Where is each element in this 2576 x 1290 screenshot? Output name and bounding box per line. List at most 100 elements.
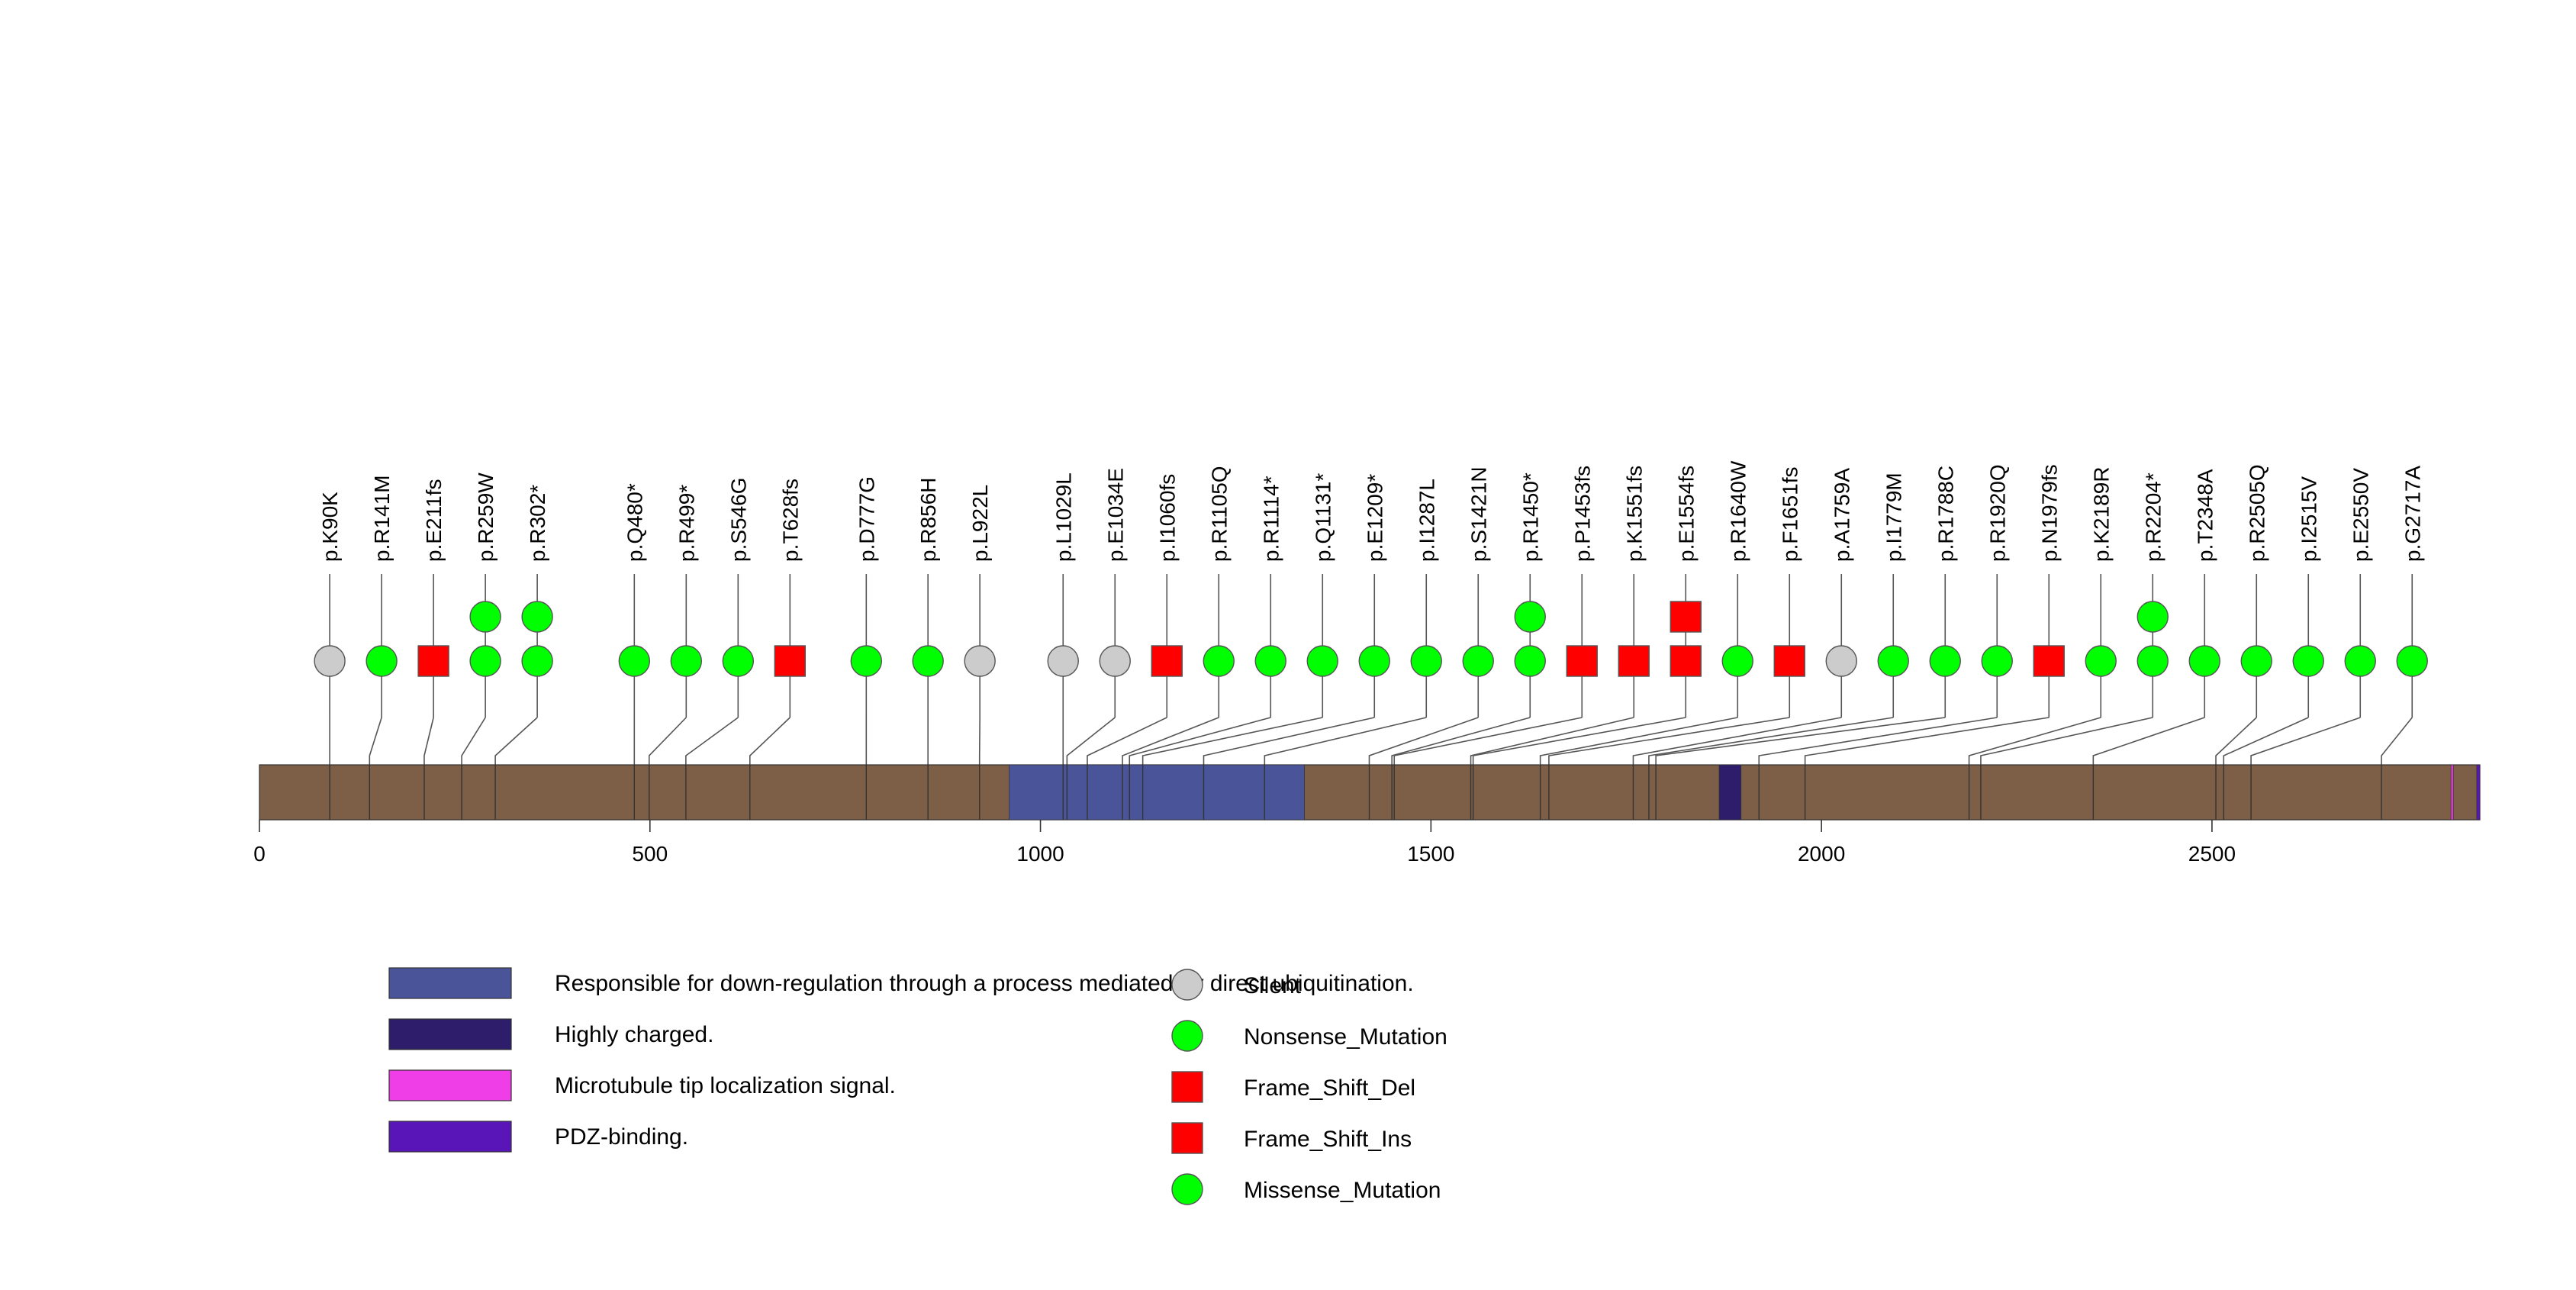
mutation-marker[interactable]: [1410, 645, 1442, 677]
mutation-marker[interactable]: [1462, 645, 1494, 677]
mutation-marker[interactable]: [1099, 645, 1131, 677]
mutation-marker[interactable]: [1929, 645, 1961, 677]
connector-line: [1393, 717, 1583, 765]
mutation-marker[interactable]: [2344, 645, 2376, 677]
mutation-marker[interactable]: [469, 601, 501, 633]
mutation-marker[interactable]: [1721, 645, 1753, 677]
mutation-label: p.K2189R: [2089, 466, 2113, 562]
mutation-marker[interactable]: [2240, 645, 2272, 677]
connector-line: [1141, 717, 1323, 765]
mutation-marker[interactable]: [521, 601, 553, 633]
connector-line: [461, 717, 486, 765]
mutation-marker[interactable]: [1773, 645, 1805, 677]
mutation-label: p.T628fs: [778, 479, 802, 562]
connector-line: [1203, 717, 1375, 765]
mutation-marker[interactable]: [1825, 645, 1857, 677]
legend-mutation-label: Missense_Mutation: [1244, 1178, 1441, 1203]
mutation-marker[interactable]: [1566, 645, 1598, 677]
mutation-label: p.R1114*: [1259, 476, 1283, 562]
mutation-marker[interactable]: [1670, 601, 1702, 633]
legend-mutation-marker: [1171, 1071, 1203, 1103]
mutation-label: p.K90K: [318, 492, 342, 562]
mutation-marker[interactable]: [1618, 645, 1650, 677]
domain-block[interactable]: [2476, 764, 2481, 821]
mutation-marker[interactable]: [1514, 645, 1546, 677]
connector-lines: [329, 717, 2413, 765]
mutation-markers: [314, 601, 2428, 677]
mutation-marker[interactable]: [365, 645, 398, 677]
legend-domain-swatch: [388, 967, 512, 999]
mutation-label: p.R302*: [526, 485, 549, 562]
connector-line: [2250, 717, 2361, 765]
mutation-marker[interactable]: [850, 645, 883, 677]
connector-line: [1129, 717, 1271, 765]
legend-mutation-label: Nonsense_Mutation: [1244, 1024, 1447, 1050]
mutation-marker[interactable]: [1358, 645, 1390, 677]
mutation-label: p.R1105Q: [1207, 466, 1231, 562]
mutation-marker[interactable]: [469, 645, 501, 677]
mutation-label: p.G2717A: [2401, 466, 2424, 562]
mutation-marker[interactable]: [1254, 645, 1286, 677]
mutation-marker[interactable]: [2396, 645, 2428, 677]
legend-mutation-label: Silent: [1244, 973, 1302, 998]
connector-line: [1368, 717, 1479, 765]
connector-line: [1548, 717, 1790, 765]
mutation-marker[interactable]: [1047, 645, 1079, 677]
mutation-label: p.L1029L: [1051, 472, 1075, 562]
mutation-marker[interactable]: [1670, 645, 1702, 677]
connector-line: [1968, 717, 2101, 765]
domain-block[interactable]: [1009, 764, 1305, 821]
connector-line: [1391, 717, 1531, 765]
connector-line: [1472, 717, 1686, 765]
mutation-marker[interactable]: [2188, 645, 2220, 677]
mutation-label: p.P1453fs: [1570, 466, 1594, 562]
mutation-marker[interactable]: [314, 645, 346, 677]
mutation-label: p.E1034E: [1103, 468, 1127, 562]
connector-line: [2215, 717, 2257, 765]
connector-line: [2223, 717, 2309, 765]
connector-line: [1648, 717, 1894, 765]
mutation-marker[interactable]: [1306, 645, 1338, 677]
mutation-marker[interactable]: [1514, 601, 1546, 633]
legend-mutation-marker: [1171, 969, 1203, 1001]
mutation-marker[interactable]: [2136, 601, 2169, 633]
mutation-marker[interactable]: [722, 645, 755, 677]
mutation-label: p.S1421N: [1467, 466, 1490, 562]
legend-domain-label: Highly charged.: [555, 1022, 713, 1047]
mutation-marker[interactable]: [2085, 645, 2117, 677]
x-axis: 0 500 1000 1500 2000 2500: [253, 820, 2236, 866]
mutation-marker[interactable]: [774, 645, 807, 677]
connector-line: [648, 717, 687, 765]
axis-tick-label: 500: [632, 842, 668, 866]
mutation-marker[interactable]: [670, 645, 703, 677]
legend-mutation-marker: [1171, 1122, 1203, 1154]
legend-domain-swatch: [388, 1069, 512, 1101]
mutation-label: p.Q1131*: [1311, 473, 1335, 562]
axis-tick-label: 2500: [2188, 842, 2236, 866]
mutation-marker[interactable]: [417, 645, 449, 677]
connector-line: [1122, 717, 1219, 765]
connector-line: [685, 717, 739, 765]
mutation-marker[interactable]: [1151, 645, 1183, 677]
mutation-marker[interactable]: [2033, 645, 2065, 677]
connector-line: [1470, 717, 1634, 765]
mutation-label: p.R141M: [370, 475, 394, 562]
mutation-marker[interactable]: [1877, 645, 1909, 677]
connector-line: [423, 717, 434, 765]
mutation-marker[interactable]: [618, 645, 651, 677]
mutation-marker[interactable]: [912, 645, 944, 677]
mutation-marker[interactable]: [2292, 645, 2324, 677]
mutation-marker[interactable]: [1981, 645, 2013, 677]
mutation-label: p.R499*: [675, 485, 698, 562]
mutation-label: p.R2204*: [2141, 472, 2165, 562]
mutation-marker[interactable]: [964, 645, 996, 677]
mutation-marker[interactable]: [1203, 645, 1235, 677]
domain-block[interactable]: [1718, 764, 1742, 821]
protein-backbone: [259, 764, 2481, 821]
axis-tick-label: 0: [253, 842, 266, 866]
mutation-marker[interactable]: [2136, 645, 2169, 677]
domain-block[interactable]: [2450, 764, 2454, 821]
mutation-label: p.L922L: [968, 485, 992, 562]
mutation-label: p.I1060fs: [1155, 474, 1179, 562]
mutation-marker[interactable]: [521, 645, 553, 677]
